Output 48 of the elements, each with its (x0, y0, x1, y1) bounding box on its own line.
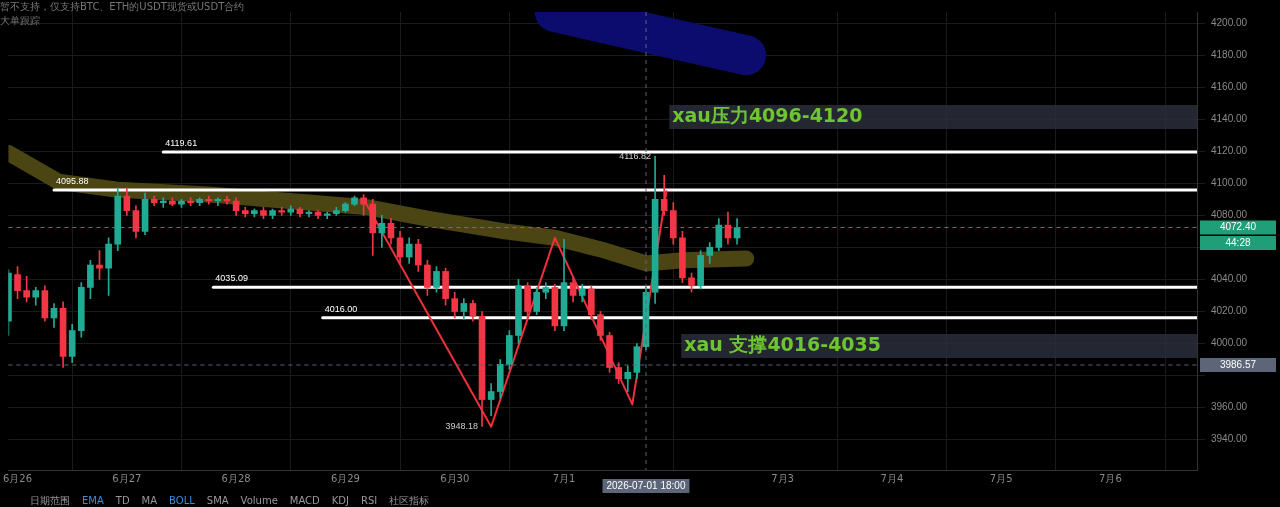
x-tick-label: 7月5 (989, 472, 1013, 484)
text: 暂不支持，仅支持BTC、ETH的USDT现货或USDT合约 (0, 0, 245, 14)
y-tick-label: 3940.00 (1211, 433, 1248, 445)
y-tick-label: 4080.00 (1211, 209, 1248, 221)
y-tick-label: 4040.00 (1211, 273, 1248, 285)
text: TD (115, 495, 130, 507)
x-tick-label: 6月26 (3, 472, 33, 484)
text: EMA (82, 495, 104, 507)
annotation: 4116.82 (619, 150, 652, 161)
y-tick-label: 3960.00 (1211, 401, 1248, 413)
x-tick-label: 7月3 (771, 472, 794, 484)
x-tick-label: 7月1 (552, 472, 576, 484)
ref-line-label: 2026-07-01 18:00 (606, 479, 686, 491)
y-tick-label: 4120.00 (1211, 145, 1248, 157)
annotation: 大单跟踪 (0, 14, 41, 28)
y-tick-label: 4000.00 (1211, 337, 1248, 349)
ref-line-label: 4072.40 (1219, 221, 1257, 233)
series-label: 4016.00 (324, 303, 358, 314)
x-tick-label: 7月6 (1099, 472, 1122, 484)
x-tick-label: 6月28 (221, 472, 251, 484)
series-label: 4095.88 (55, 175, 89, 186)
x-tick-label: 7月4 (880, 472, 904, 484)
text: MACD (289, 495, 320, 507)
text: 44:28 (1200, 235, 1276, 250)
y-tick-label: 4180.00 (1211, 48, 1248, 60)
x-tick-label: 6月29 (330, 472, 360, 484)
text: 社区指标 (389, 495, 430, 507)
text: 日期范围 (30, 495, 70, 507)
y-tick-label: 4100.00 (1211, 177, 1248, 189)
text: Volume (240, 495, 278, 507)
text: KDJ (331, 495, 350, 507)
x-tick-label: 6月27 (112, 472, 142, 484)
y-tick-label: 4160.00 (1211, 81, 1248, 93)
x-tick-label: 6月30 (440, 472, 470, 484)
y-tick-label: 4200.00 (1211, 16, 1248, 28)
series-label: 4035.09 (215, 273, 248, 284)
band-label: xau 支撑4016-4035 (684, 332, 882, 355)
text: RSI (361, 495, 378, 507)
band-label: xau压力4096-4120 (672, 103, 863, 126)
text: SMA (206, 495, 229, 507)
y-tick-label: 4140.00 (1211, 113, 1248, 125)
text: BOLL (169, 495, 195, 507)
ref-line-label: 3986.57 (1219, 358, 1257, 370)
y-tick-label: 4020.00 (1211, 305, 1248, 317)
candlestick (323, 211, 331, 219)
series-label: 4119.61 (165, 137, 198, 148)
annotation: 3948.18 (445, 420, 479, 431)
text: MA (141, 495, 158, 507)
